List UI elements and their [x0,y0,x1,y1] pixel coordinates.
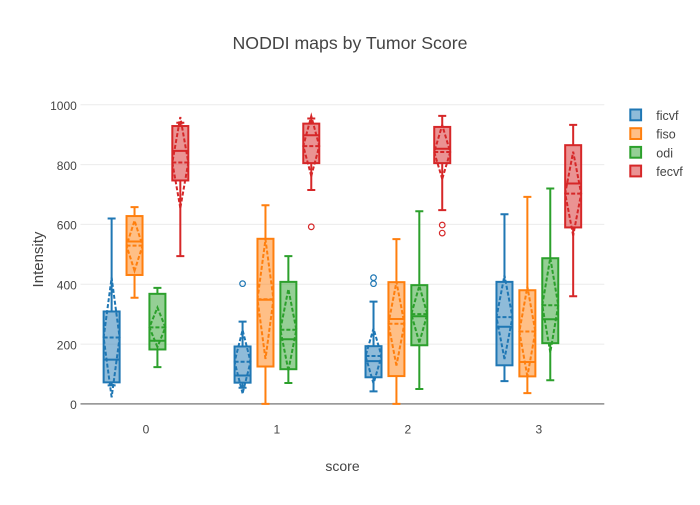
svg-text:0: 0 [143,423,150,437]
svg-text:Intensity: Intensity [30,231,47,287]
svg-text:400: 400 [57,279,77,293]
svg-text:3: 3 [535,423,542,437]
svg-text:0: 0 [70,398,77,412]
svg-text:600: 600 [57,219,77,233]
svg-text:score: score [325,458,359,474]
svg-text:fiso: fiso [656,128,676,142]
svg-text:1: 1 [274,423,281,437]
svg-text:odi: odi [656,146,673,160]
svg-text:200: 200 [57,338,77,352]
svg-text:2: 2 [405,423,412,437]
svg-text:1000: 1000 [50,99,77,113]
svg-text:ficvf: ficvf [656,109,679,123]
svg-text:NODDI maps by Tumor Score: NODDI maps by Tumor Score [233,33,468,53]
svg-text:800: 800 [57,159,77,173]
svg-text:fecvf: fecvf [656,165,683,179]
